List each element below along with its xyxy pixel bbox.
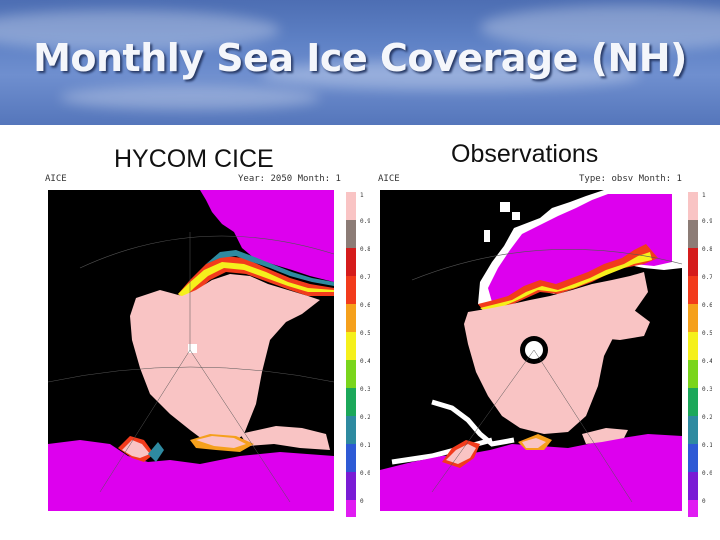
colorbar-swatch xyxy=(346,332,356,360)
page-title: Monthly Sea Ice Coverage (NH) xyxy=(33,36,687,80)
colorbar-swatch xyxy=(688,248,698,276)
colorbar-tick-label: 0 xyxy=(360,498,364,505)
model-field-label: AICE xyxy=(45,174,67,184)
colorbar-tick-label: 0 xyxy=(702,498,706,505)
colorbar-swatch xyxy=(346,192,356,220)
colorbar-tick-label: 0.8 xyxy=(360,246,370,253)
colorbar-swatch xyxy=(346,500,356,517)
colorbar-tick-label: 0.8 xyxy=(702,246,712,253)
colorbar-tick-label: 0.1 xyxy=(360,442,370,449)
colorbar-tick-label: 0.7 xyxy=(360,274,370,281)
colorbar-tick-label: 0.9 xyxy=(702,218,712,225)
colorbar-tick-label: 0.4 xyxy=(702,358,712,365)
colorbar-swatch xyxy=(688,192,698,220)
model-time-label: Year: 2050 Month: 1 xyxy=(238,174,341,184)
colorbar-tick-label: 0.2 xyxy=(702,414,712,421)
colorbar-swatch xyxy=(346,388,356,416)
colorbar-swatch xyxy=(688,360,698,388)
colorbar-tick-label: 0.1 xyxy=(702,442,712,449)
colorbar-swatch xyxy=(346,416,356,444)
colorbar-swatch xyxy=(346,472,356,500)
panel-label-observations: Observations xyxy=(451,140,599,168)
colorbar-swatch xyxy=(688,500,698,517)
colorbar-swatch xyxy=(688,388,698,416)
colorbar-tick-label: 0.3 xyxy=(360,386,370,393)
colorbar-swatch xyxy=(346,444,356,472)
colorbar-tick-label: 0.01 xyxy=(702,470,712,477)
colorbar-tick-label: 0.9 xyxy=(360,218,370,225)
observations-ice-map: AICE Type: obsv Month: 1 1 0.9 0.8 0.7 0.6 0.… xyxy=(372,172,712,517)
colorbar-swatch xyxy=(346,220,356,248)
colorbar-tick-label: 0.6 xyxy=(360,302,370,309)
colorbar-swatch xyxy=(688,416,698,444)
colorbar-swatch xyxy=(688,472,698,500)
colorbar-tick-label: 0.6 xyxy=(702,302,712,309)
colorbar-swatch xyxy=(688,444,698,472)
obs-map-graphic: 1 0.9 0.8 0.7 0.6 0.5 0.4 0.3 0.2 0.1 0.01 0 xyxy=(380,190,712,517)
colorbar-swatch xyxy=(688,332,698,360)
model-colorbar: 1 0.9 0.8 0.7 0.6 0.5 0.4 0.3 0.2 0.1 0.01 0 xyxy=(346,192,370,517)
colorbar-tick-label: 1 xyxy=(702,192,706,199)
colorbar-swatch xyxy=(688,304,698,332)
colorbar-swatch xyxy=(688,220,698,248)
colorbar-tick-label: 0.7 xyxy=(702,274,712,281)
obs-field-label: AICE xyxy=(378,174,400,184)
colorbar-tick-label: 0.3 xyxy=(702,386,712,393)
title-banner: Monthly Sea Ice Coverage (NH) xyxy=(0,0,720,125)
colorbar-swatch xyxy=(346,276,356,304)
colorbar-swatch xyxy=(346,248,356,276)
colorbar-tick-label: 0.01 xyxy=(360,470,370,477)
model-ice-map: AICE Year: 2050 Month: 1 1 0.9 0.8 0.7 0.6 0.… xyxy=(40,172,370,517)
colorbar-tick-label: 0.5 xyxy=(702,330,712,337)
colorbar-tick-label: 0.2 xyxy=(360,414,370,421)
colorbar-tick-label: 0.5 xyxy=(360,330,370,337)
colorbar-tick-label: 0.4 xyxy=(360,358,370,365)
colorbar-swatch xyxy=(346,360,356,388)
model-map-graphic: 1 0.9 0.8 0.7 0.6 0.5 0.4 0.3 0.2 0.1 0.01 0 xyxy=(47,190,370,517)
colorbar-swatch xyxy=(688,276,698,304)
obs-time-label: Type: obsv Month: 1 xyxy=(579,174,682,184)
colorbar-swatch xyxy=(346,304,356,332)
panel-label-model: HYCOM CICE xyxy=(114,145,274,173)
obs-colorbar: 1 0.9 0.8 0.7 0.6 0.5 0.4 0.3 0.2 0.1 0.01 0 xyxy=(688,192,712,517)
colorbar-tick-label: 1 xyxy=(360,192,364,199)
